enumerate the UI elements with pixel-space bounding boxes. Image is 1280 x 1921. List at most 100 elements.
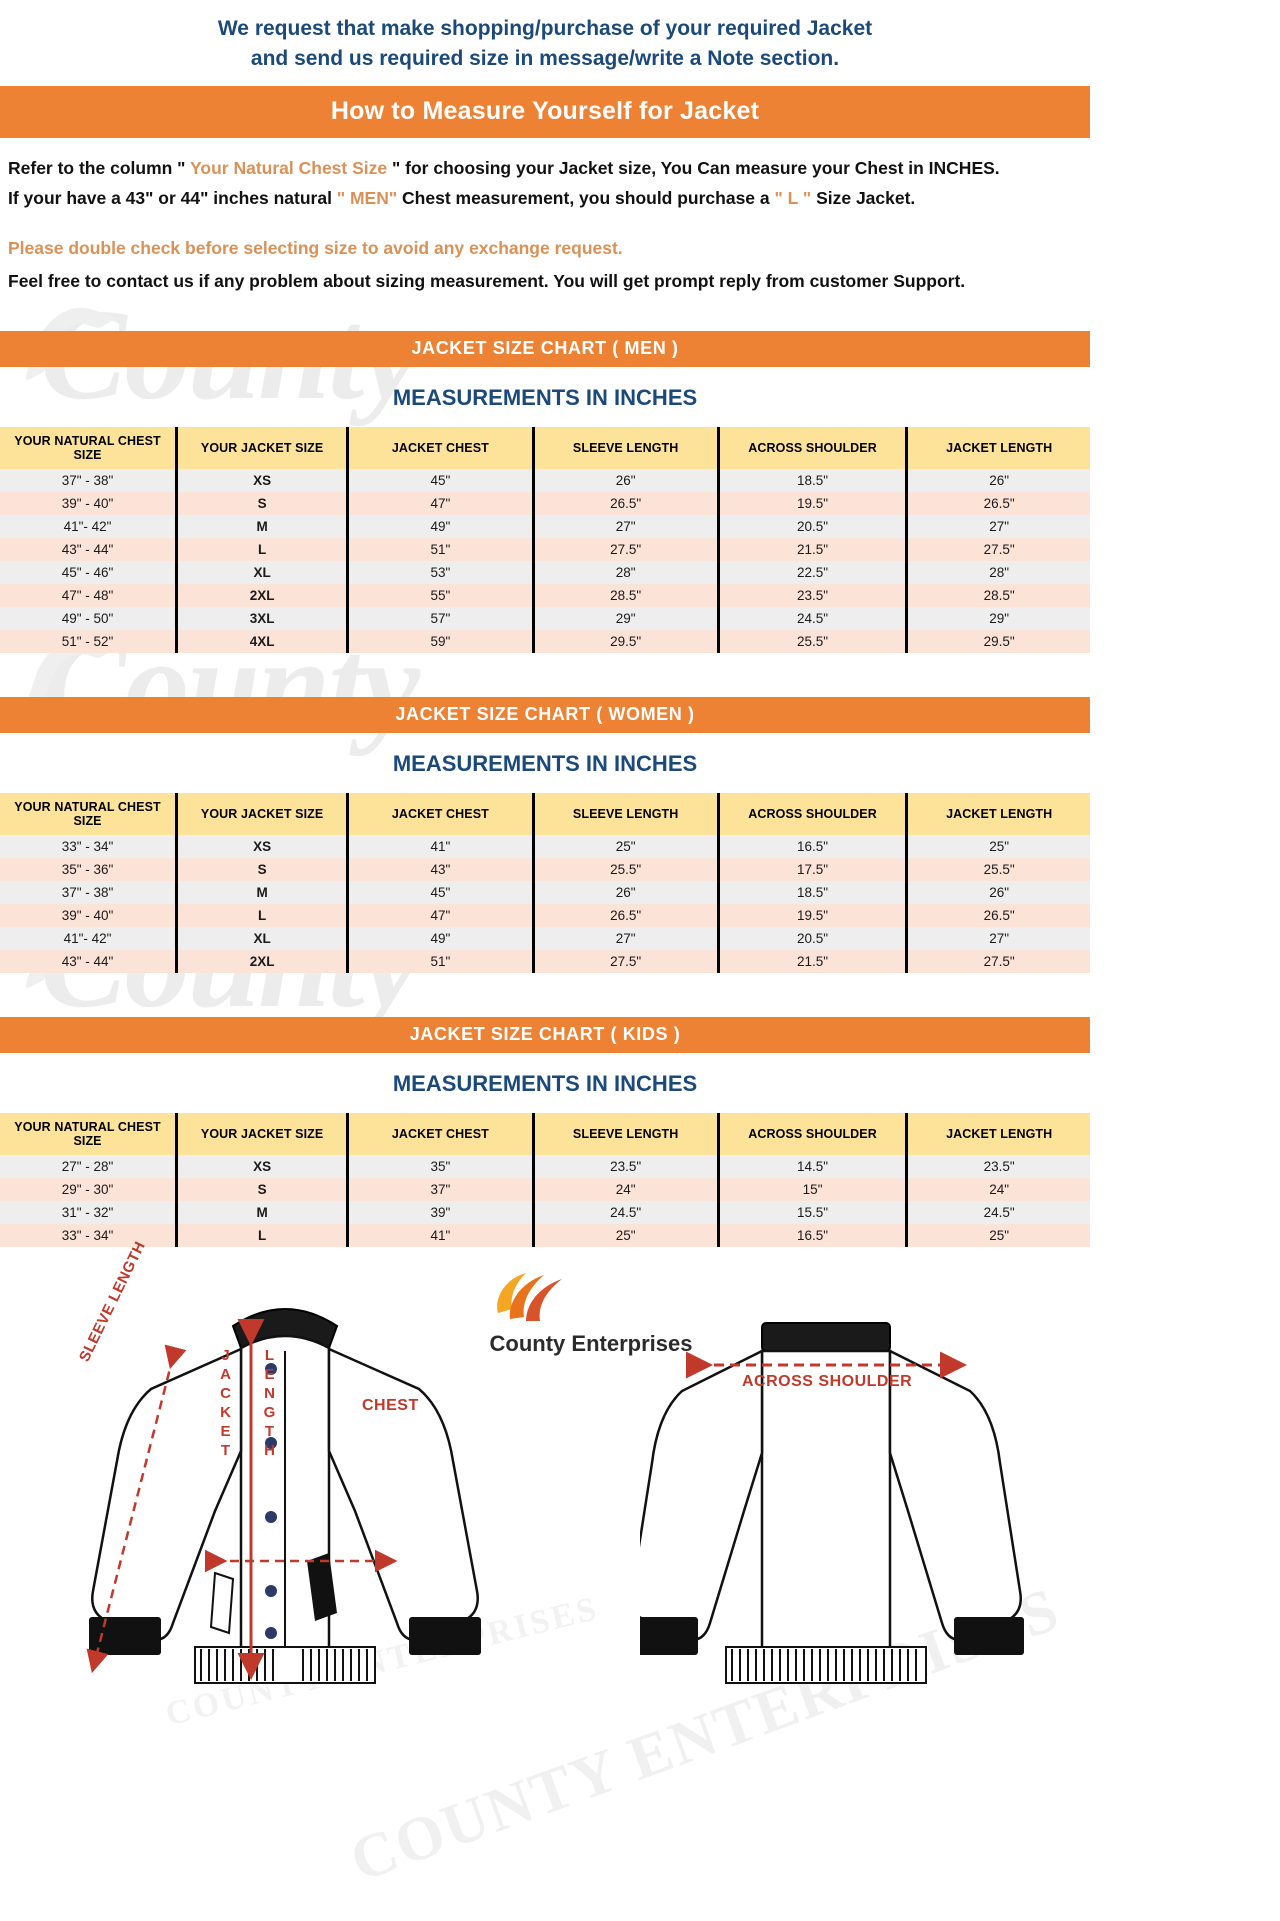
column-header: YOUR JACKET SIZE bbox=[176, 1113, 350, 1156]
measurement-cell: 25.5" bbox=[983, 862, 1015, 878]
measurement-cell: 51" - 52" bbox=[0, 630, 179, 654]
section-spacer bbox=[0, 653, 1090, 697]
column-header: JACKET LENGTH bbox=[906, 1113, 1090, 1156]
measurement-cell: 24" bbox=[533, 1178, 720, 1202]
measurements-heading: MEASUREMENTS IN INCHES bbox=[392, 385, 698, 411]
column-header: YOUR NATURAL CHEST SIZE bbox=[0, 793, 179, 836]
measurement-cell: 25" bbox=[533, 835, 720, 859]
measurement-cell: 51" bbox=[347, 538, 535, 562]
measurement-cell: 39" - 40" bbox=[0, 904, 179, 928]
size-table: YOUR NATURAL CHEST SIZE YOUR JACKET SIZE J… bbox=[0, 427, 1090, 654]
size-cell: XS bbox=[176, 469, 350, 493]
column-header: JACKET LENGTH bbox=[906, 793, 1090, 836]
measurement-cell: 21.5" bbox=[718, 538, 909, 562]
measurement-cell: 29" bbox=[989, 611, 1010, 627]
measurement-cell: 26" bbox=[989, 473, 1010, 489]
measurement-cell: 37" bbox=[347, 1178, 535, 1202]
column-header: SLEEVE LENGTH bbox=[533, 1113, 720, 1156]
measurement-cell: 57" bbox=[347, 607, 535, 631]
column-header: JACKET CHEST bbox=[347, 1113, 535, 1156]
measurement-cell: 47" bbox=[347, 492, 535, 516]
instruction-line-2-part-a: If your have a 43" or 44" inches natural bbox=[8, 187, 337, 208]
measurement-cell: 25.5" bbox=[718, 630, 909, 654]
measurement-cell: 27.5" bbox=[983, 542, 1015, 558]
measurement-cell: 43" - 44" bbox=[0, 538, 179, 562]
measurement-cell: 27" bbox=[533, 515, 720, 539]
measurement-cell: 25" bbox=[533, 1224, 720, 1248]
measurement-cell: 47" - 48" bbox=[0, 584, 179, 608]
column-header: JACKET LENGTH bbox=[906, 427, 1090, 470]
section-title-bar: JACKET SIZE CHART ( MEN ) bbox=[0, 331, 1090, 368]
column-header: ACROSS SHOULDER bbox=[718, 1113, 909, 1156]
measurement-cell: 33" - 34" bbox=[0, 1224, 179, 1248]
instruction-line-2-part-c: Size Jacket. bbox=[811, 187, 916, 208]
table-row: 43" - 44" 2XL 51" 27.5" 21.5" 27.5" bbox=[0, 950, 1090, 974]
table-row: 33" - 34" L 41" 25" 16.5" 25" bbox=[0, 1224, 1090, 1248]
table-row: 35" - 36" S 43" 25.5" 17.5" 25.5" bbox=[0, 858, 1090, 882]
table-row: 37" - 38" M 45" 26" 18.5" 26" bbox=[0, 881, 1090, 905]
measurement-cell: 41" bbox=[347, 1224, 535, 1248]
size-cell: 2XL bbox=[176, 584, 350, 608]
measurement-cell: 24.5" bbox=[533, 1201, 720, 1225]
column-header: YOUR JACKET SIZE bbox=[176, 793, 350, 836]
measurement-cell: 14.5" bbox=[718, 1155, 909, 1179]
size-cell: L bbox=[176, 904, 350, 928]
jacket-measurement-diagram: County Enterprises bbox=[0, 1239, 1090, 1921]
measurement-cell: 55" bbox=[347, 584, 535, 608]
measurement-cell: 15" bbox=[718, 1178, 909, 1202]
measurement-cell: 26.5" bbox=[533, 492, 720, 516]
measurement-cell: 25" bbox=[989, 839, 1010, 855]
measurement-cell: 27.5" bbox=[983, 954, 1015, 970]
size-cell: M bbox=[176, 881, 350, 905]
section-title-bar: JACKET SIZE CHART ( WOMEN ) bbox=[0, 697, 1090, 734]
table-row: 45" - 46" XL 53" 28" 22.5" 28" bbox=[0, 561, 1090, 585]
section-spacer bbox=[0, 973, 1090, 1017]
table-header-row: YOUR NATURAL CHEST SIZE YOUR JACKET SIZE J… bbox=[0, 793, 1090, 836]
measurement-cell: 29" - 30" bbox=[0, 1178, 179, 1202]
measurement-cell: 18.5" bbox=[718, 469, 909, 493]
column-header: JACKET CHEST bbox=[347, 793, 535, 836]
instruction-line-1-part-b: " for choosing your Jacket size, You Can… bbox=[387, 157, 1000, 178]
measurement-cell: 47" bbox=[347, 904, 535, 928]
table-row: 39" - 40" S 47" 26.5" 19.5" 26.5" bbox=[0, 492, 1090, 516]
size-cell: XS bbox=[176, 835, 350, 859]
instruction-line-2: If your have a 43" or 44" inches natural… bbox=[8, 184, 1082, 212]
column-header: ACROSS SHOULDER bbox=[718, 793, 909, 836]
measurement-cell: 37" - 38" bbox=[0, 881, 179, 905]
size-cell: S bbox=[176, 1178, 350, 1202]
measurement-cell: 15.5" bbox=[718, 1201, 909, 1225]
measurement-cell: 26" bbox=[533, 469, 720, 493]
measurement-cell: 22.5" bbox=[718, 561, 909, 585]
measurement-cell: 59" bbox=[347, 630, 535, 654]
brand-logo-block: County Enterprises bbox=[486, 1269, 696, 1357]
measurement-cell: 25" bbox=[989, 1228, 1010, 1244]
table-header-row: YOUR NATURAL CHEST SIZE YOUR JACKET SIZE J… bbox=[0, 1113, 1090, 1156]
measurement-cell: 26.5" bbox=[533, 904, 720, 928]
size-cell: S bbox=[176, 492, 350, 516]
size-cell: M bbox=[176, 515, 350, 539]
warning-text: Please double check before selecting siz… bbox=[8, 238, 623, 259]
instruction-line-1: Refer to the column " Your Natural Chest… bbox=[8, 154, 1082, 182]
section-title-bar: JACKET SIZE CHART ( KIDS ) bbox=[0, 1017, 1090, 1054]
measurement-cell: 26.5" bbox=[983, 496, 1015, 512]
column-header: SLEEVE LENGTH bbox=[533, 427, 720, 470]
measurement-cell: 27.5" bbox=[533, 538, 720, 562]
size-cell: XL bbox=[176, 561, 350, 585]
size-cell: XS bbox=[176, 1155, 350, 1179]
measurement-cell: 51" bbox=[347, 950, 535, 974]
column-header: ACROSS SHOULDER bbox=[718, 427, 909, 470]
measurement-cell: 16.5" bbox=[718, 835, 909, 859]
measurement-cell: 27.5" bbox=[533, 950, 720, 974]
measurement-cell: 16.5" bbox=[718, 1224, 909, 1248]
measurement-cell: 23.5" bbox=[533, 1155, 720, 1179]
top-note-line-1: We request that make shopping/purchase o… bbox=[217, 17, 873, 40]
table-row: 49" - 50" 3XL 57" 29" 24.5" 29" bbox=[0, 607, 1090, 631]
size-chart-section: JACKET SIZE CHART ( MEN ) MEASUREMENTS IN… bbox=[0, 331, 1090, 654]
instruction-highlight-size-l: " L " bbox=[774, 187, 812, 208]
measurement-cell: 20.5" bbox=[718, 515, 909, 539]
measurement-cell: 35" bbox=[347, 1155, 535, 1179]
size-cell: M bbox=[176, 1201, 350, 1225]
measurement-cell: 41" bbox=[347, 835, 535, 859]
size-cell: L bbox=[176, 538, 350, 562]
measurement-cell: 23.5" bbox=[718, 584, 909, 608]
